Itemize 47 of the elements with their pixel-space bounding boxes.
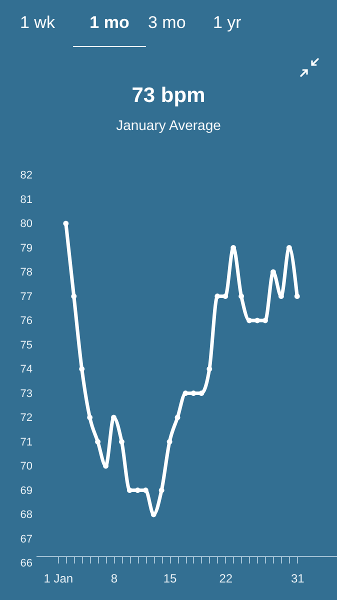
y-tick-label: 68 xyxy=(20,509,32,521)
chart-subtitle: January Average xyxy=(115,117,222,133)
point xyxy=(262,318,268,324)
text: 1 yr xyxy=(213,12,242,34)
y-tick-label: 80 xyxy=(20,218,32,230)
y-tick-label: 76 xyxy=(20,315,32,327)
text: 3 mo xyxy=(148,12,186,34)
point xyxy=(246,318,252,324)
point xyxy=(294,294,300,299)
x-tick-label: 8 xyxy=(110,572,118,586)
point xyxy=(206,366,212,372)
y-tick-label: 72 xyxy=(20,412,32,424)
y-tick-label: 78 xyxy=(20,266,32,278)
y-tick-label: 67 xyxy=(20,533,32,546)
y-tick-label: 73 xyxy=(20,388,32,400)
y-tick-label: 74 xyxy=(20,364,32,376)
point xyxy=(63,220,69,226)
x-tick-label: 15 xyxy=(163,572,178,586)
y-tick-label: 77 xyxy=(20,290,32,303)
point xyxy=(95,439,101,444)
point xyxy=(118,439,124,444)
chart-title: 73 bpm xyxy=(130,84,206,108)
y-tick-label: 66 xyxy=(20,558,32,570)
y-tick-label: 81 xyxy=(20,194,32,206)
point xyxy=(87,414,93,420)
y-tick-label: 70 xyxy=(20,460,32,472)
x-tick-label: 31 xyxy=(290,572,305,586)
x-tick-label: 22 xyxy=(219,572,233,586)
point xyxy=(198,390,204,396)
text: 1 wk xyxy=(20,12,55,34)
text: 1 mo xyxy=(73,10,146,47)
y-tick-label: 69 xyxy=(20,484,32,497)
point xyxy=(222,294,228,299)
y-tick-label: 82 xyxy=(20,170,32,182)
y-tick-label: 71 xyxy=(20,436,32,448)
point xyxy=(158,488,164,493)
point xyxy=(79,366,85,372)
y-tick-label: 75 xyxy=(20,339,32,352)
point xyxy=(126,488,132,493)
point xyxy=(71,294,77,299)
point xyxy=(174,414,180,420)
x-tick-label: 1 Jan xyxy=(44,572,74,586)
point xyxy=(238,294,244,299)
point xyxy=(254,318,260,324)
point xyxy=(166,439,172,444)
point xyxy=(150,512,156,518)
y-tick-label: 79 xyxy=(20,242,32,254)
